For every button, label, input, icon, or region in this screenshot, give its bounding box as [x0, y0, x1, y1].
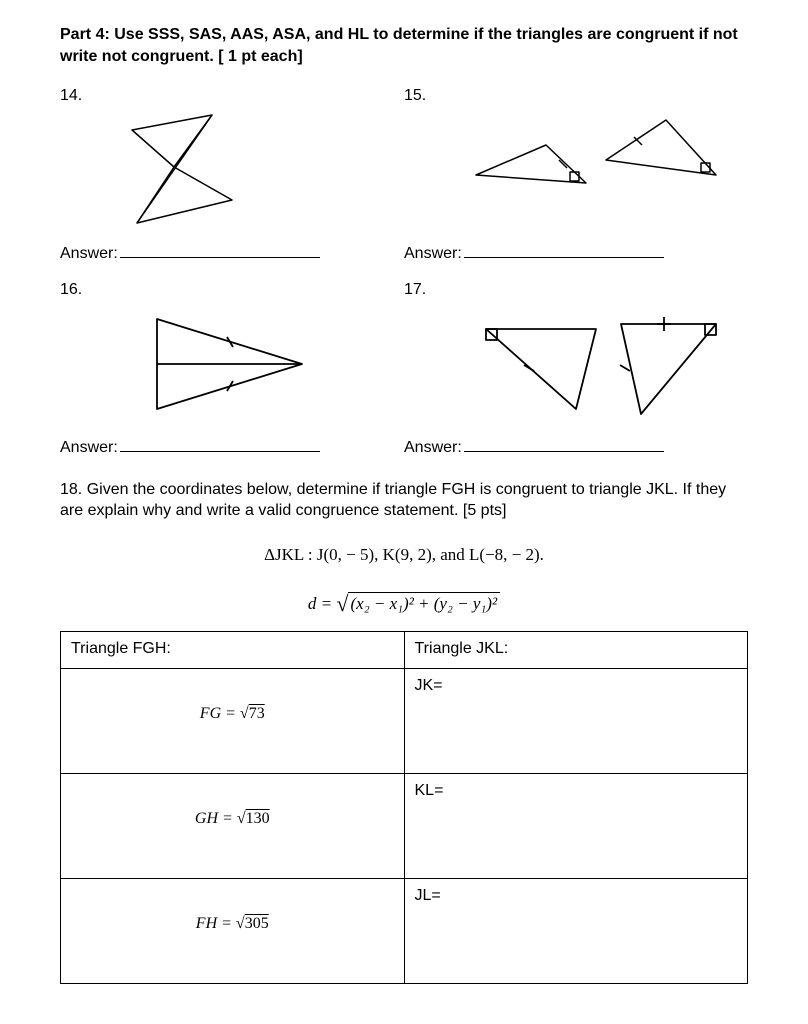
problem-number: 16. [60, 281, 404, 299]
answer-label: Answer: [404, 245, 462, 263]
table-row: Triangle FGH: Triangle JKL: [61, 631, 748, 668]
fgh-cell: GH = √130 [61, 773, 405, 878]
figure-14 [60, 105, 404, 235]
problem-18-coords: ΔJKL : J(0, − 5), K(9, 2), and L(−8, − 2… [60, 544, 748, 567]
answer-label: Answer: [404, 439, 462, 457]
problem-14: 14. Answer: [60, 87, 404, 263]
problem-number: 15. [404, 87, 748, 105]
part4-instructions: Part 4: Use SSS, SAS, AAS, ASA, and HL t… [60, 24, 748, 69]
jkl-header: Triangle JKL: [404, 631, 748, 668]
fgh-cell: FH = √305 [61, 878, 405, 983]
problem-15: 15. [404, 87, 748, 263]
problems-row-1: 14. Answer: 15. [60, 87, 748, 263]
answer-line-16: Answer: [60, 437, 404, 457]
fgh-cell: FG = √73 [61, 668, 405, 773]
answer-blank[interactable] [120, 437, 320, 452]
fgh-header: Triangle FGH: [61, 631, 405, 668]
calc-table: Triangle FGH: Triangle JKL: FG = √73 JK=… [60, 631, 748, 984]
problem-18-text: 18. Given the coordinates below, determi… [60, 479, 748, 522]
answer-line-15: Answer: [404, 243, 748, 263]
answer-line-17: Answer: [404, 437, 748, 457]
problem-17: 17. [404, 281, 748, 457]
problem-number: 17. [404, 281, 748, 299]
answer-blank[interactable] [464, 243, 664, 258]
problem-number: 14. [60, 87, 404, 105]
worksheet-page: Part 4: Use SSS, SAS, AAS, ASA, and HL t… [0, 0, 808, 1024]
jkl-cell[interactable]: KL= [404, 773, 748, 878]
jkl-cell[interactable]: JL= [404, 878, 748, 983]
problem-16: 16. Answer: [60, 281, 404, 457]
figure-17 [404, 299, 748, 429]
table-row: FH = √305 JL= [61, 878, 748, 983]
answer-line-14: Answer: [60, 243, 404, 263]
answer-label: Answer: [60, 439, 118, 457]
jkl-cell[interactable]: JK= [404, 668, 748, 773]
table-row: FG = √73 JK= [61, 668, 748, 773]
answer-label: Answer: [60, 245, 118, 263]
figure-15 [404, 105, 748, 235]
problems-row-2: 16. Answer: 17. [60, 281, 748, 457]
distance-formula: d = (x₂ − x₁)² + (y₂ − y₁)² [60, 589, 748, 619]
table-row: GH = √130 KL= [61, 773, 748, 878]
answer-blank[interactable] [120, 243, 320, 258]
answer-blank[interactable] [464, 437, 664, 452]
figure-16 [60, 299, 404, 429]
